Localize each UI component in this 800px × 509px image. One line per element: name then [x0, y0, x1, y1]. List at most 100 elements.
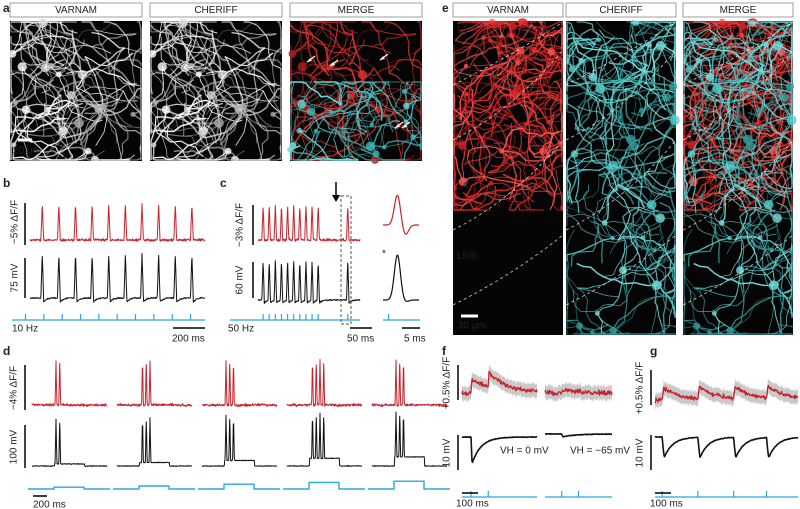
- neurite: [199, 50, 215, 93]
- neurite: [718, 239, 743, 278]
- neurite: [626, 21, 638, 67]
- neurite: [753, 122, 781, 144]
- neurite: [220, 106, 245, 141]
- neurite: [66, 37, 137, 85]
- neurite: [648, 21, 676, 46]
- neurite: [566, 158, 573, 204]
- neurite: [579, 117, 605, 149]
- neurite: [683, 319, 710, 335]
- label: 30 μm: [458, 321, 486, 332]
- neurite: [382, 81, 405, 148]
- neurite: [289, 149, 335, 161]
- neurite: [31, 22, 61, 69]
- neurite: [10, 65, 28, 110]
- soma: [297, 62, 307, 72]
- neurite: [539, 51, 563, 103]
- neurite: [25, 25, 50, 77]
- neurite: [483, 37, 555, 66]
- soma: [224, 147, 232, 155]
- neurite: [70, 29, 85, 96]
- neurite: [774, 187, 793, 266]
- neurite: [729, 295, 793, 332]
- neurite: [652, 296, 668, 335]
- neurite: [167, 40, 205, 71]
- soma: [11, 142, 17, 148]
- neurite: [51, 65, 73, 103]
- neurite: [497, 101, 522, 129]
- neurite: [334, 88, 378, 138]
- neurite: [453, 24, 532, 67]
- neurite: [717, 88, 770, 132]
- neurite: [683, 209, 743, 243]
- neurite: [59, 105, 84, 141]
- trace: [116, 417, 193, 467]
- neurite: [566, 259, 578, 289]
- inset-trace: [383, 254, 419, 302]
- neurite: [463, 116, 491, 183]
- trace: [116, 360, 193, 408]
- neurite: [781, 194, 793, 211]
- neurite: [453, 82, 518, 90]
- neurite: [224, 52, 274, 67]
- trace: [31, 360, 108, 408]
- soma: [100, 103, 107, 110]
- neurite: [566, 80, 569, 111]
- neurite: [303, 127, 366, 161]
- neurite: [762, 201, 793, 271]
- neurite: [710, 184, 740, 241]
- soma: [178, 18, 188, 28]
- neurite: [221, 21, 277, 36]
- soma: [726, 326, 734, 335]
- neurite: [689, 38, 712, 78]
- layer-boundary: [565, 49, 677, 141]
- neurite: [150, 65, 168, 110]
- neurite: [651, 212, 664, 250]
- neurite: [600, 79, 646, 90]
- holding-label: VH = −65 mV: [570, 446, 630, 457]
- neurite: [388, 43, 422, 74]
- neurite: [216, 68, 275, 89]
- neurite: [635, 21, 645, 24]
- soma: [151, 142, 157, 148]
- neurite: [491, 182, 531, 211]
- neurite: [552, 80, 563, 136]
- neurite: [111, 47, 126, 107]
- neurite: [693, 116, 721, 183]
- neurite: [454, 91, 523, 113]
- neurite: [790, 32, 793, 84]
- soma: [513, 85, 522, 94]
- neurite: [191, 65, 213, 103]
- neurite: [654, 249, 676, 283]
- neurite: [708, 152, 752, 205]
- neurite: [411, 64, 422, 114]
- trace: [29, 203, 206, 242]
- neurite: [11, 21, 65, 66]
- neurite: [693, 76, 725, 132]
- neurite: [661, 324, 676, 328]
- neurite: [467, 146, 500, 182]
- neurite: [213, 114, 237, 143]
- soma: [289, 141, 297, 149]
- soma: [610, 236, 615, 241]
- neurite: [486, 25, 523, 81]
- neurite: [173, 35, 208, 41]
- neurite: [13, 105, 67, 146]
- neurite: [566, 37, 600, 50]
- axis-label: 10 mV: [635, 438, 646, 467]
- neurite: [730, 295, 793, 329]
- neurite: [683, 158, 690, 204]
- soma: [687, 150, 696, 158]
- neurite: [356, 90, 383, 121]
- neurite: [508, 71, 561, 110]
- neurite: [501, 141, 563, 162]
- neurite: [632, 56, 672, 117]
- soma: [713, 37, 719, 43]
- neurite: [65, 47, 126, 75]
- soma: [338, 101, 343, 106]
- neurite: [719, 44, 767, 52]
- soma: [646, 199, 657, 210]
- neurite: [251, 47, 266, 107]
- layer-label: L2/3: [457, 69, 477, 80]
- neurite: [36, 101, 71, 120]
- neurite: [541, 134, 558, 211]
